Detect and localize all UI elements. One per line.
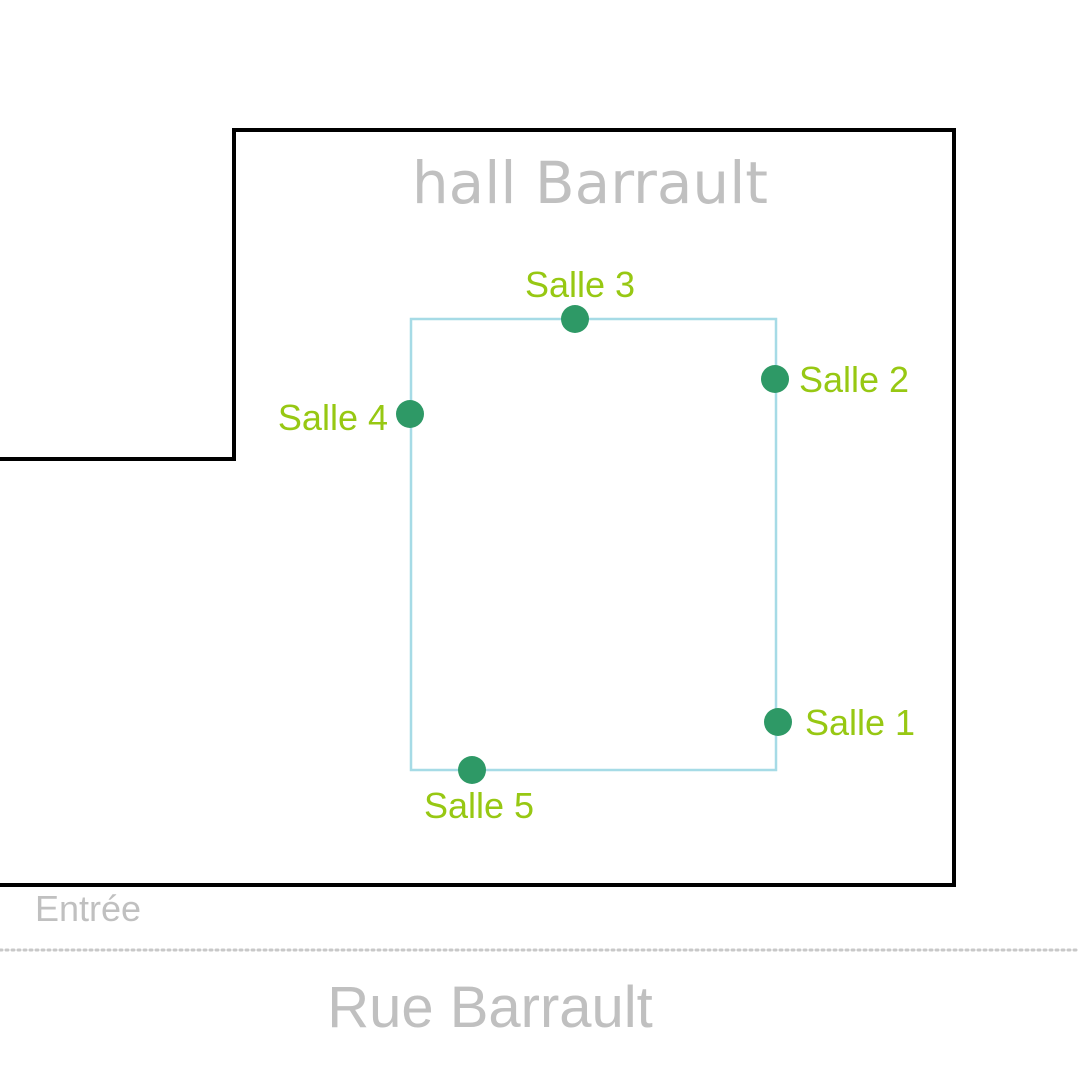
room-marker-salle-1[interactable]: Salle 1 bbox=[764, 702, 915, 743]
room-dot[interactable] bbox=[396, 400, 424, 428]
room-label[interactable]: Salle 5 bbox=[424, 785, 534, 826]
room-marker-salle-4[interactable]: Salle 4 bbox=[278, 397, 424, 438]
room-label[interactable]: Salle 1 bbox=[805, 702, 915, 743]
building-outline bbox=[0, 128, 956, 887]
entrance-label: Entrée bbox=[35, 888, 141, 929]
room-dot[interactable] bbox=[764, 708, 792, 736]
room-dot[interactable] bbox=[458, 756, 486, 784]
room-label[interactable]: Salle 3 bbox=[525, 264, 635, 305]
room-label[interactable]: Salle 2 bbox=[799, 359, 909, 400]
room-label[interactable]: Salle 4 bbox=[278, 397, 388, 438]
room-marker-salle-3[interactable]: Salle 3 bbox=[525, 264, 635, 333]
circulation-path bbox=[409, 317, 778, 772]
room-dot[interactable] bbox=[761, 365, 789, 393]
room-marker-salle-5[interactable]: Salle 5 bbox=[424, 756, 534, 826]
street-name: Rue Barrault bbox=[327, 975, 653, 1040]
hall-title: hall Barrault bbox=[412, 149, 768, 217]
room-dot[interactable] bbox=[561, 305, 589, 333]
room-marker-salle-2[interactable]: Salle 2 bbox=[761, 359, 909, 400]
